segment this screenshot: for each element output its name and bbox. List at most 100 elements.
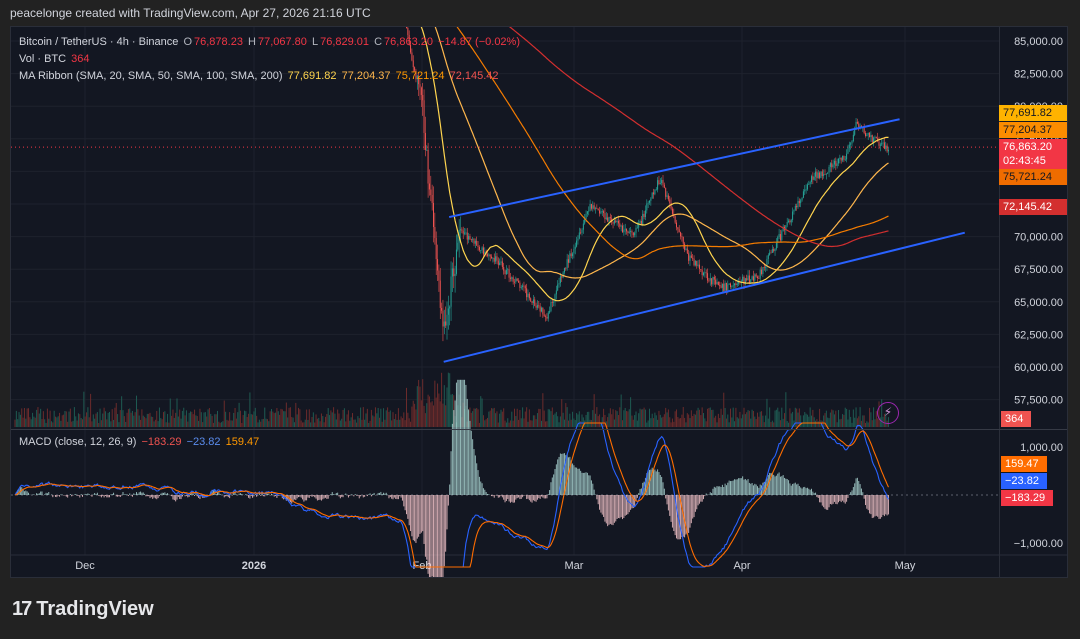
macd-histogram-bar [435, 495, 437, 577]
macd-histogram-bar [227, 495, 229, 498]
volume-bar [325, 416, 326, 427]
change-value: −14.87 (−0.02%) [438, 36, 520, 48]
volume-bar [302, 422, 304, 427]
candle-body [700, 269, 702, 270]
macd-histogram-bar [326, 495, 328, 499]
volume-bar [184, 415, 186, 427]
volume-bar [801, 422, 803, 427]
pane-separator[interactable] [11, 429, 1067, 430]
volume-bar [315, 414, 317, 427]
volume-bar [233, 412, 235, 427]
volume-bar [410, 421, 412, 427]
lightning-icon[interactable]: ⚡ [877, 402, 899, 424]
volume-bar [161, 419, 163, 427]
macd-histogram-bar [831, 495, 833, 505]
candle-body [428, 183, 430, 190]
macd-histogram-bar [333, 494, 335, 495]
chart-frame[interactable]: 85,000.0082,500.0080,000.0077,500.0075,0… [10, 26, 1068, 578]
macd-histogram-bar [144, 493, 146, 495]
volume-bar [761, 411, 763, 427]
volume-bar [577, 414, 579, 427]
candle-body [631, 231, 633, 233]
ma20-value: 77,691.82 [287, 70, 337, 82]
candle-body [427, 149, 429, 184]
macd-histogram-bar [67, 495, 69, 498]
volume-bar [279, 414, 281, 427]
volume-bar [179, 409, 181, 427]
macd-histogram-bar [624, 495, 626, 516]
volume-bar [195, 415, 197, 427]
brand-name: TradingView [36, 598, 154, 620]
volume-bar [740, 418, 742, 427]
candle-body [874, 136, 876, 138]
candle-body [663, 184, 665, 188]
volume-bar [338, 413, 340, 427]
volume-bar [804, 412, 806, 427]
macd-histogram-bar [546, 495, 548, 499]
macd-histogram-bar [353, 495, 355, 497]
volume-bar [536, 413, 538, 427]
candle-body [630, 231, 632, 233]
tradingview-logo[interactable]: 17 TradingView [12, 598, 154, 621]
macd-histogram-bar [565, 455, 567, 495]
macd-histogram-bar [596, 495, 598, 500]
macd-histogram-bar [71, 495, 73, 497]
macd-histogram-bar [547, 494, 549, 495]
macd-histogram-bar [839, 495, 841, 501]
macd-histogram-bar [770, 473, 772, 495]
candle-body [516, 278, 518, 281]
volume-bar [470, 412, 472, 427]
macd-histogram-bar [550, 482, 552, 495]
macd-histogram-bar [457, 379, 459, 495]
volume-bar [673, 421, 675, 427]
macd-histogram-bar [847, 495, 849, 498]
candle-body [835, 160, 837, 166]
macd-histogram-bar [331, 492, 333, 495]
macd-histogram-bar [874, 495, 876, 517]
macd-histogram-bar [408, 495, 410, 526]
macd-histogram-bar [754, 483, 756, 495]
candle-body [696, 260, 698, 266]
candle-body [731, 286, 733, 288]
candle-body [674, 216, 676, 223]
volume-bar [52, 422, 54, 427]
volume-bar [261, 419, 263, 427]
macd-histogram-bar [887, 495, 889, 515]
candle-body [638, 223, 640, 228]
volume-bar [481, 398, 483, 427]
price-chart-svg[interactable]: 85,000.0082,500.0080,000.0077,500.0075,0… [11, 27, 1068, 578]
macd-histogram-bar [622, 495, 623, 520]
candle-body [418, 75, 420, 85]
macd-histogram-bar [812, 491, 814, 495]
macd-histogram-bar [460, 379, 461, 495]
macd-histogram-bar [130, 495, 132, 496]
volume-bar [539, 409, 541, 427]
candle-body [866, 134, 868, 136]
volume-bar [241, 422, 243, 427]
volume-bar [515, 416, 517, 427]
macd-histogram-bar [580, 470, 582, 495]
volume-bar [265, 418, 267, 427]
volume-bar [623, 410, 625, 427]
candle-body [523, 285, 525, 287]
volume-bar [122, 410, 124, 427]
volume-bar [64, 410, 66, 427]
open-value: 76,878.23 [194, 36, 243, 48]
volume-bar [730, 408, 731, 427]
macd-histogram-bar [735, 479, 737, 495]
macd-histogram-bar [181, 495, 183, 497]
candle-body [543, 314, 545, 317]
volume-bar [850, 416, 852, 427]
volume-bar [622, 420, 623, 427]
volume-bar [202, 422, 204, 427]
macd-histogram-bar [684, 495, 686, 538]
volume-bar [15, 410, 17, 427]
candle-body [823, 174, 825, 177]
macd-histogram-bar [464, 379, 466, 495]
price-tick-label: 67,500.00 [1014, 264, 1063, 276]
volume-bar [119, 410, 121, 427]
macd-histogram-bar [802, 487, 804, 495]
candle-body [600, 211, 602, 214]
macd-histogram-bar [141, 492, 143, 495]
volume-bar [593, 394, 595, 427]
